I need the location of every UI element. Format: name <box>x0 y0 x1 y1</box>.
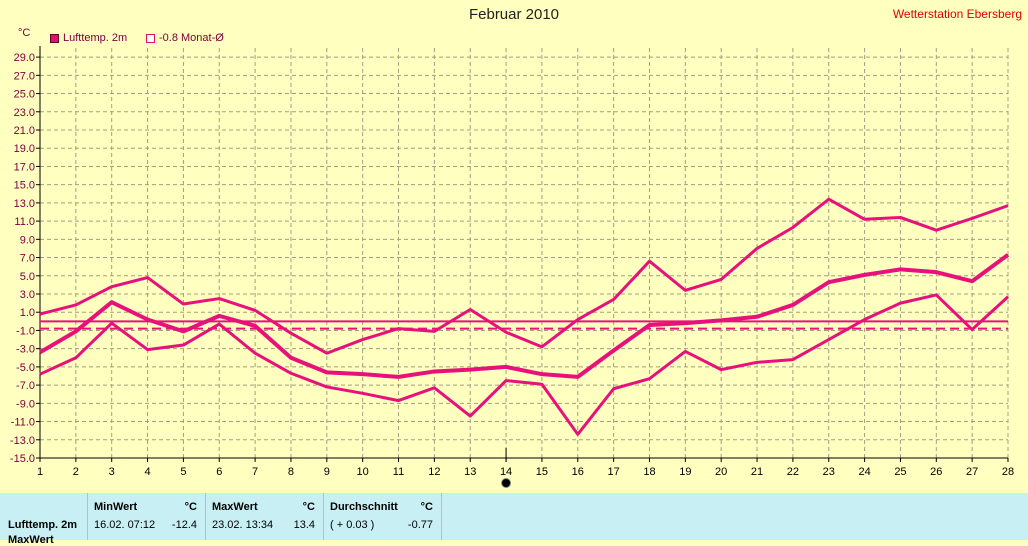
stats-avg-column: Durchschnitt °C ( + 0.03 ) -0.77 <box>324 493 442 540</box>
y-tick-label: 19.0 <box>14 143 35 155</box>
x-tick-label: 8 <box>288 466 294 478</box>
station-name: Wetterstation Ebersberg <box>892 7 1022 21</box>
y-tick-label: 1.0 <box>20 307 35 319</box>
avg-delta: ( + 0.03 ) <box>330 519 375 531</box>
x-tick-label: 1 <box>37 466 43 478</box>
stats-row-labels: Lufttemp. 2m MaxWert <box>0 493 88 546</box>
y-tick-label: 11.0 <box>14 216 35 228</box>
max-value: 13.4 <box>293 519 315 531</box>
x-tick-label: 7 <box>252 466 258 478</box>
y-tick-label: 9.0 <box>20 234 35 246</box>
x-tick-label: 19 <box>679 466 691 478</box>
x-tick-label: 2 <box>73 466 79 478</box>
y-tick-label: -13.0 <box>10 435 35 447</box>
chart: 29.027.025.023.021.019.017.015.013.011.0… <box>10 46 1014 488</box>
x-tick-label: 17 <box>608 466 620 478</box>
y-tick-label: 3.0 <box>20 289 35 301</box>
y-tick-label: 13.0 <box>14 198 35 210</box>
y-tick-label: -5.0 <box>16 362 35 374</box>
x-tick-label: 9 <box>324 466 330 478</box>
x-tick-label: 22 <box>787 466 799 478</box>
avg-unit: °C <box>420 501 433 513</box>
x-tick-label: 18 <box>643 466 655 478</box>
y-tick-label: -9.0 <box>16 398 35 410</box>
y-tick-label: -15.0 <box>10 453 35 465</box>
x-tick-label: 11 <box>393 466 404 478</box>
max-header: MaxWert <box>212 501 258 513</box>
stats-max-column: MaxWert °C 23.02. 13:34 13.4 <box>206 493 324 540</box>
y-tick-label: 23.0 <box>14 107 35 119</box>
day-marker-dot <box>501 478 512 488</box>
y-tick-label: 5.0 <box>20 271 35 283</box>
y-tick-label: 15.0 <box>14 180 35 192</box>
x-tick-label: 25 <box>894 466 906 478</box>
min-date: 16.02. 07:12 <box>94 519 156 531</box>
avg-value: -0.77 <box>407 519 433 531</box>
max-unit: °C <box>302 501 315 513</box>
series-line-max <box>39 197 1009 355</box>
y-tick-label: 25.0 <box>14 89 35 101</box>
stats-panel: Lufttemp. 2m MaxWert MinWert °C 16.02. 0… <box>0 493 1028 546</box>
y-tick-label: -1.0 <box>16 325 35 337</box>
series-line-min <box>39 293 1010 436</box>
x-tick-label: 14 <box>500 466 512 478</box>
legend-swatch-filled <box>50 33 59 43</box>
avg-header: Durchschnitt <box>330 501 398 513</box>
legend-swatch-empty <box>146 33 155 43</box>
series-line-mean <box>38 253 1010 379</box>
x-tick-label: 12 <box>428 466 440 478</box>
x-tick-label: 13 <box>464 466 476 478</box>
x-tick-label: 16 <box>572 466 584 478</box>
legend-label-avg: -0.8 Monat-Ø <box>159 32 224 44</box>
y-tick-label: -11.0 <box>11 417 35 429</box>
min-header: MinWert <box>94 501 138 513</box>
legend-item-monthly-avg: -0.8 Monat-Ø <box>146 32 224 44</box>
legend-label-temp: Lufttemp. 2m <box>63 32 128 44</box>
x-tick-label: 27 <box>966 466 978 478</box>
stats-row-label-2: MaxWert <box>8 534 54 546</box>
y-tick-label: 27.0 <box>14 70 35 82</box>
y-tick-label: 17.0 <box>14 161 35 173</box>
x-tick-label: 21 <box>751 466 763 478</box>
y-tick-label: -3.0 <box>16 344 35 356</box>
x-tick-label: 26 <box>930 466 942 478</box>
x-tick-label: 15 <box>536 466 548 478</box>
max-date: 23.02. 13:34 <box>212 519 274 531</box>
x-tick-label: 28 <box>1002 466 1014 478</box>
x-tick-label: 4 <box>144 466 150 478</box>
x-tick-label: 10 <box>357 466 369 478</box>
x-tick-label: 6 <box>216 466 222 478</box>
stats-min-column: MinWert °C 16.02. 07:12 -12.4 <box>88 493 206 540</box>
x-tick-label: 3 <box>109 466 115 478</box>
y-tick-label: 29.0 <box>14 52 35 64</box>
legend-item-temp: Lufttemp. 2m <box>50 32 127 44</box>
x-tick-label: 24 <box>858 466 870 478</box>
min-value: -12.4 <box>171 519 197 531</box>
x-tick-label: 5 <box>180 466 186 478</box>
y-tick-label: 21.0 <box>14 125 35 137</box>
y-tick-label: -7.0 <box>16 380 35 392</box>
stats-row-label: Lufttemp. 2m <box>8 519 78 531</box>
y-tick-label: 7.0 <box>20 253 35 265</box>
x-tick-label: 20 <box>715 466 727 478</box>
x-tick-label: 23 <box>823 466 835 478</box>
y-axis-unit: °C <box>18 27 31 39</box>
chart-title: Februar 2010 <box>468 6 560 23</box>
min-unit: °C <box>184 501 197 513</box>
